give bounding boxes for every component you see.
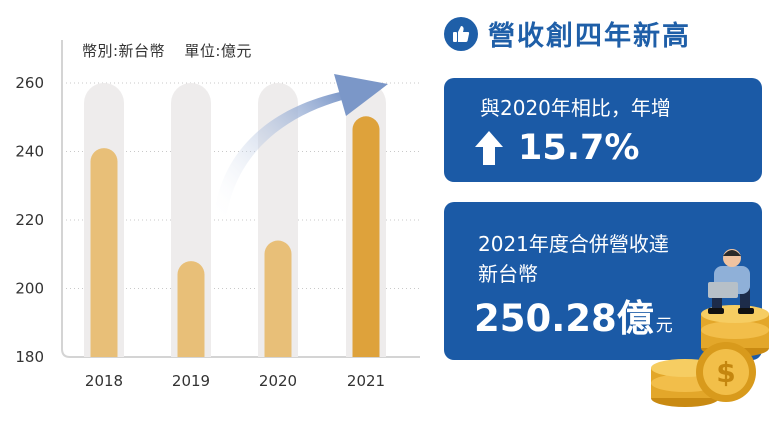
y-tick-label: 260: [15, 74, 44, 92]
svg-text:$: $: [716, 356, 735, 389]
bar-2021: [352, 116, 380, 357]
x-axis-line: [61, 348, 420, 358]
y-tick-label: 200: [15, 280, 44, 298]
bar-2019: [177, 261, 205, 357]
bar-2018: [90, 148, 118, 357]
growth-row: 15.7%: [474, 128, 639, 168]
headline-title: 營收創四年新高: [488, 21, 691, 52]
x-tick-label: 2019: [172, 372, 210, 390]
y-tick-label: 240: [15, 143, 44, 161]
headline: 營收創四年新高: [444, 14, 691, 53]
revenue-bar-chart: 260 240 220 200 180 2018 2019 2020 2021: [15, 40, 420, 390]
x-tick-label: 2020: [259, 372, 297, 390]
revenue-suffix: 元: [655, 316, 673, 336]
x-tick-label: 2021: [347, 372, 385, 390]
revenue-value: 250.28: [474, 297, 617, 340]
revenue-line2: 新台幣: [478, 262, 538, 286]
y-tick-label: 180: [15, 348, 44, 366]
growth-value: 15.7%: [518, 128, 640, 168]
coin-stack-right: [701, 305, 769, 357]
y-tick-label: 220: [15, 211, 44, 229]
revenue-unit: 億: [616, 297, 654, 340]
person: [708, 249, 754, 314]
revenue-line1: 2021年度合併營收達: [478, 232, 669, 256]
thumbs-up-icon: [444, 16, 478, 51]
bar-2020: [264, 240, 292, 357]
growth-card: 與2020年相比，年增 15.7%: [444, 78, 762, 182]
revenue-amount: 250.28億元: [474, 288, 673, 342]
person-on-coins-illustration: $: [651, 249, 769, 407]
growth-label: 與2020年相比，年增: [480, 96, 671, 120]
up-arrow-icon: [475, 131, 503, 165]
x-tick-label: 2018: [85, 372, 123, 390]
unit-label-text: 單位:億元: [184, 42, 252, 60]
currency-label: 幣別:新台幣: [82, 42, 166, 60]
trend-arrow-head: [334, 74, 388, 116]
big-coin: $: [696, 342, 756, 402]
trend-arrow-body: [214, 92, 342, 218]
unit-label: 幣別:新台幣 單位:億元: [82, 40, 252, 61]
